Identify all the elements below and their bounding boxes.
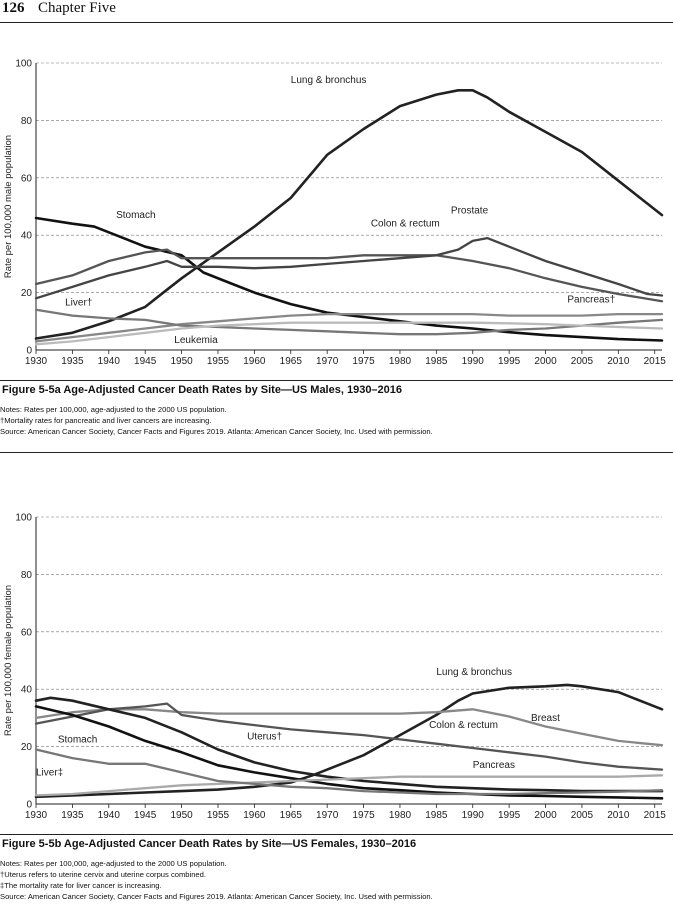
- x-tick-label: 1990: [462, 810, 485, 821]
- y-tick-label: 60: [21, 173, 33, 184]
- x-tick-label: 2015: [644, 356, 667, 367]
- series-line-lung-bronchus: [34, 683, 664, 799]
- x-tick-label: 1970: [316, 356, 339, 367]
- x-tick-label: 1970: [316, 810, 339, 821]
- series-label: Uterus†: [247, 731, 282, 742]
- divider: [0, 452, 673, 453]
- y-axis-label: Rate per 100,000 male population: [3, 135, 14, 278]
- source-line: Source: American Cancer Society, Cancer …: [0, 427, 433, 436]
- x-tick-label: 1990: [462, 356, 485, 367]
- figure-caption-b: Figure 5-5b Age-Adjusted Cancer Death Ra…: [0, 834, 673, 853]
- x-tick-label: 2010: [607, 810, 630, 821]
- series-label: Leukemia: [174, 335, 218, 346]
- y-tick-label: 40: [21, 231, 33, 242]
- figure-caption-a: Figure 5-5a Age-Adjusted Cancer Death Ra…: [0, 380, 673, 399]
- series-label: Pancreas†: [567, 295, 615, 306]
- series-line-pancreas: [34, 312, 664, 343]
- x-tick-label: 1995: [498, 356, 521, 367]
- x-tick-label: 1975: [352, 356, 375, 367]
- x-tick-label: 2010: [607, 356, 630, 367]
- x-tick-label: 1940: [98, 810, 121, 821]
- x-tick-label: 1955: [207, 810, 230, 821]
- y-tick-label: 80: [21, 116, 33, 127]
- x-tick-label: 1955: [207, 356, 230, 367]
- x-tick-label: 2005: [571, 810, 594, 821]
- y-tick-label: 40: [21, 685, 33, 696]
- x-tick-label: 1930: [25, 356, 48, 367]
- source-line: Source: American Cancer Society, Cancer …: [0, 892, 433, 901]
- series-label: Stomach: [58, 734, 97, 745]
- y-tick-label: 20: [21, 288, 33, 299]
- y-axis-label: Rate per 100,000 female population: [3, 585, 14, 736]
- series-line-leukemia: [34, 321, 664, 346]
- x-tick-label: 1975: [352, 810, 375, 821]
- series-line-liver: [34, 308, 664, 336]
- x-tick-label: 1950: [170, 810, 193, 821]
- note-line: Notes: Rates per 100,000, age-adjusted t…: [0, 859, 227, 868]
- x-tick-label: 1985: [425, 810, 448, 821]
- y-tick-label: 80: [21, 570, 33, 581]
- x-tick-label: 1995: [498, 810, 521, 821]
- y-tick-label: 0: [26, 346, 32, 357]
- x-tick-label: 1980: [389, 356, 412, 367]
- x-tick-label: 1935: [61, 810, 84, 821]
- figure-title-b: Figure 5-5b Age-Adjusted Cancer Death Ra…: [2, 838, 417, 850]
- series-label: Lung & bronchus: [291, 75, 367, 86]
- x-tick-label: 1940: [98, 356, 121, 367]
- chapter-title: Chapter Five: [38, 0, 116, 16]
- series-line-prostate: [34, 236, 664, 300]
- figure-title-a: Figure 5-5a Age-Adjusted Cancer Death Ra…: [2, 384, 403, 396]
- note-line: Notes: Rates per 100,000, age-adjusted t…: [0, 405, 227, 414]
- y-tick-label: 20: [21, 742, 33, 753]
- series-line-liver: [34, 748, 664, 796]
- x-tick-label: 1945: [134, 356, 157, 367]
- female-death-rates-chart: 0 20 40 60 80 100 1930 1935 1940 1945 1950 1955 1960…: [3, 513, 667, 822]
- series-label: Liver†: [65, 298, 92, 309]
- series-label: Colon & rectum: [429, 720, 498, 731]
- page-header: 126 Chapter Five: [0, 0, 673, 23]
- series-label: Liver‡: [36, 767, 63, 778]
- x-tick-label: 1945: [134, 810, 157, 821]
- notes-b: Notes: Rates per 100,000, age-adjusted t…: [0, 858, 673, 902]
- x-tick-label: 1965: [280, 810, 303, 821]
- series-label: Lung & bronchus: [436, 667, 512, 678]
- series-line-stomach: [34, 216, 664, 342]
- x-tick-label: 1930: [25, 810, 48, 821]
- series-label: Prostate: [451, 206, 489, 217]
- series-line-colon-rectum: [34, 248, 664, 303]
- series-line-stomach: [34, 705, 664, 800]
- page-number: 126: [2, 0, 25, 16]
- notes-a: Notes: Rates per 100,000, age-adjusted t…: [0, 404, 673, 437]
- series-label: Colon & rectum: [371, 219, 440, 230]
- y-tick-label: 100: [15, 59, 32, 70]
- series-line-lung-bronchus: [34, 89, 664, 340]
- y-tick-label: 0: [26, 800, 32, 811]
- x-tick-label: 1985: [425, 356, 448, 367]
- x-tick-label: 1960: [243, 356, 266, 367]
- x-tick-label: 2015: [644, 810, 667, 821]
- x-tick-label: 1950: [170, 356, 193, 367]
- x-tick-label: 1960: [243, 810, 266, 821]
- series-line-colon-rectum: [34, 702, 664, 771]
- series-line-pancreas: [34, 774, 664, 797]
- series-line-uterus: [34, 696, 664, 793]
- note-line: †Uterus refers to uterine cervix and ute…: [0, 870, 206, 879]
- series-label: Stomach: [116, 210, 155, 221]
- male-death-rates-chart: 0 20 40 60 80 100 1930 1935 1940 1945 1950 1955 1960…: [3, 59, 667, 368]
- note-line: †Mortality rates for pancreatic and live…: [0, 416, 212, 425]
- y-tick-label: 100: [15, 513, 32, 524]
- series-line-breast: [34, 708, 664, 747]
- x-tick-label: 1980: [389, 810, 412, 821]
- y-tick-label: 60: [21, 627, 33, 638]
- series-label: Breast: [531, 713, 560, 724]
- series-label: Pancreas: [473, 760, 515, 771]
- x-tick-label: 2000: [534, 356, 557, 367]
- x-tick-label: 2000: [534, 810, 557, 821]
- x-tick-label: 1965: [280, 356, 303, 367]
- x-tick-label: 1935: [61, 356, 84, 367]
- note-line: ‡The mortality rate for liver cancer is …: [0, 881, 162, 890]
- x-tick-label: 2005: [571, 356, 594, 367]
